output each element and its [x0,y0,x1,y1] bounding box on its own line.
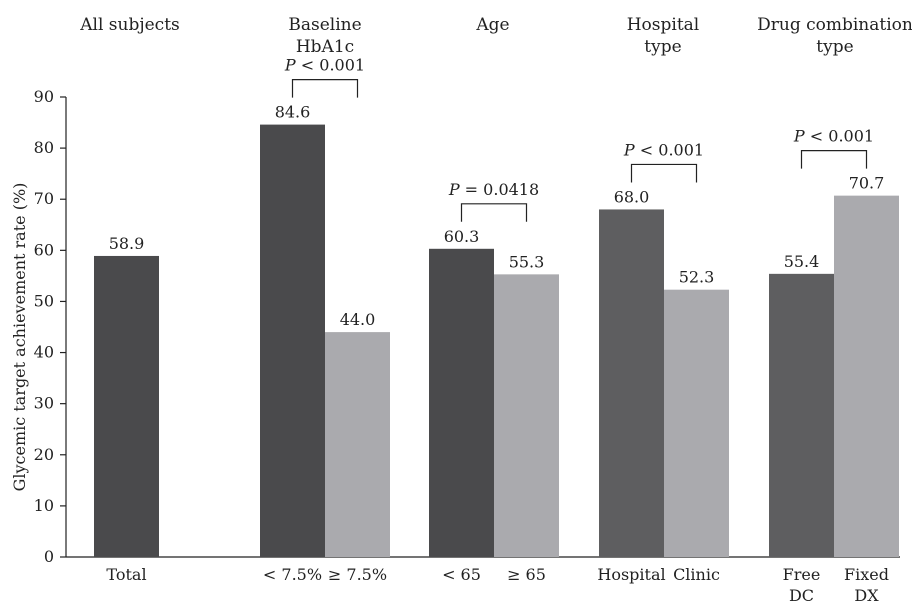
x-category-label: < 7.5% [263,565,322,584]
significance-bracket [630,163,698,183]
bar-value-label: 70.7 [849,174,885,193]
bar-value-label: 55.3 [509,252,545,271]
bars-layer: 58.9 84.6 44.0 60.3 55.3 68.0 52.3 55.4 70.7 [94,103,899,558]
group-title: Age [475,15,509,35]
y-tick-label: 70 [34,189,54,208]
x-category-label: Hospital [597,565,665,584]
bar-value-label: 44.0 [340,310,376,329]
y-tick-label: 0 [44,547,54,566]
y-tick-label: 80 [34,138,54,157]
y-tick-label: 50 [34,291,54,310]
x-category-label: Clinic [673,565,720,584]
x-category-labels: Total < 7.5% ≥ 7.5% < 65 ≥ 65 Hospital Clinic F… [106,565,889,605]
bar-value-label: 68.0 [614,187,650,206]
bar [834,195,899,557]
y-tick-label: 60 [34,240,54,259]
significance-bracket [291,79,359,98]
y-tick-label: 90 [34,87,54,106]
y-axis-label: Glycemic target achievement rate (%) [10,183,29,492]
y-tick-label: 40 [34,343,54,362]
pvalue-label: P = 0.0418 [448,180,539,199]
bar [94,255,159,557]
bar-value-label: 58.9 [109,234,145,253]
group-title: Hospital [627,15,700,35]
group-title: All subjects [79,15,180,35]
x-category-label: Free [783,565,821,584]
bar [429,248,494,558]
pvalue-label: P < 0.001 [623,140,704,159]
pvalue-label: P < 0.001 [284,56,365,75]
significance-bracket [800,150,868,169]
x-category-label: DX [854,586,879,605]
y-tick-label: 10 [34,496,54,515]
x-category-label: Total [106,565,146,584]
bar [769,273,834,557]
bar [260,124,325,557]
bar-value-label: 52.3 [679,268,715,287]
y-axis: 0 10 20 30 40 50 60 70 80 90 Glycemic target achie… [10,87,900,566]
x-category-label: ≥ 65 [507,565,546,584]
bar [599,209,664,557]
group-title: HbA1c [296,37,354,57]
y-tick-label: 30 [34,394,54,413]
x-category-label: < 65 [442,565,481,584]
bar-value-label: 84.6 [275,103,311,122]
y-tick-label: 20 [34,445,54,464]
x-category-label: ≥ 7.5% [328,565,387,584]
group-title: type [644,37,681,57]
group-title: type [816,37,853,57]
bar [494,274,559,557]
bar-value-label: 60.3 [444,227,480,246]
significance-bracket [460,203,528,222]
bar-value-label: 55.4 [784,252,820,271]
group-title: Baseline [288,15,361,35]
pvalue-label: P < 0.001 [793,127,874,146]
x-category-label: Fixed [844,565,889,584]
group-title: Drug combination [757,15,912,35]
bar [325,332,390,557]
pvalue-annotations: P < 0.001 P = 0.0418 P < 0.001 P < 0.001 [284,56,874,222]
bar [664,289,729,557]
x-category-label: DC [789,586,814,605]
